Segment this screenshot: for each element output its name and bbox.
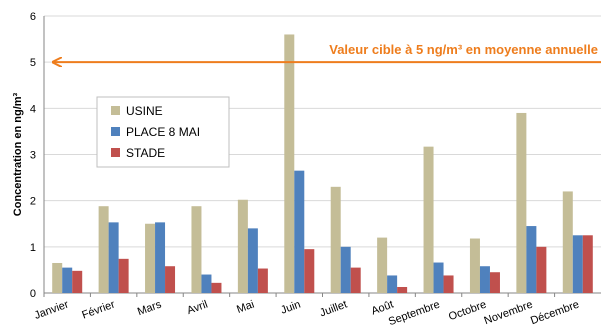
x-tick-label: Octobre xyxy=(447,299,488,324)
x-tick-label: Mars xyxy=(136,298,164,318)
bar-place-8-mai xyxy=(526,226,537,293)
target-annotation-label: Valeur cible à 5 ng/m³ en moyenne annuel… xyxy=(329,42,598,57)
x-tick-label: Septembre xyxy=(387,299,442,329)
bar-stade xyxy=(397,286,408,293)
bar-stade xyxy=(72,270,83,293)
y-tick-label: 1 xyxy=(30,242,36,254)
x-tick-label: Mai xyxy=(235,299,256,316)
x-tick-label: Février xyxy=(80,298,117,321)
y-axis-label: Concentration en ng/m³ xyxy=(12,92,24,216)
y-tick-label: 0 xyxy=(30,288,36,300)
y-tick-label: 4 xyxy=(30,103,36,115)
bar-place-8-mai xyxy=(294,170,305,293)
bar-usine xyxy=(52,262,63,293)
bar-place-8-mai xyxy=(479,266,490,293)
legend: USINE PLACE 8 MAI STADE xyxy=(96,96,230,168)
bar-stade xyxy=(350,267,361,293)
bar-place-8-mai xyxy=(387,275,398,293)
bar-stade xyxy=(582,235,593,293)
bar-usine xyxy=(377,237,388,293)
bar-place-8-mai xyxy=(108,222,119,293)
x-tick-label: Juin xyxy=(279,299,302,317)
bar-place-8-mai xyxy=(572,235,583,293)
bar-stade xyxy=(257,268,268,293)
legend-entry: USINE xyxy=(126,104,163,118)
bar-stade xyxy=(489,272,500,293)
y-tick-label: 3 xyxy=(30,150,36,162)
bar-place-8-mai xyxy=(155,222,166,293)
legend-swatch xyxy=(111,127,120,136)
bar-usine xyxy=(237,199,248,293)
legend-entry: PLACE 8 MAI xyxy=(126,125,200,139)
legend-swatch xyxy=(111,148,120,157)
bar-stade xyxy=(443,275,454,293)
bar-stade xyxy=(165,266,176,293)
bar-stade xyxy=(536,246,547,293)
bar-place-8-mai xyxy=(247,228,258,293)
legend-swatch xyxy=(111,106,120,115)
bar-place-8-mai xyxy=(340,246,351,293)
bar-usine xyxy=(145,223,156,293)
target-annotation: Valeur cible à 5 ng/m³ en moyenne annuel… xyxy=(54,42,601,62)
bar-usine xyxy=(284,34,295,293)
bar-stade xyxy=(304,249,315,293)
bar-usine xyxy=(330,186,341,293)
bar-usine xyxy=(98,206,109,293)
x-tick-label: Décembre xyxy=(529,299,581,328)
bar-stade xyxy=(211,282,222,293)
x-tick-label: Juillet xyxy=(318,299,349,320)
bar-place-8-mai xyxy=(433,262,444,293)
bar-usine xyxy=(562,191,573,293)
bar-usine xyxy=(191,206,202,293)
bar-stade xyxy=(118,258,129,293)
y-tick-label: 5 xyxy=(30,57,36,69)
x-tick-label: Novembre xyxy=(483,299,535,328)
x-tick-label: Avril xyxy=(185,299,209,318)
bar-usine xyxy=(516,112,527,293)
bars xyxy=(52,34,593,293)
bar-usine xyxy=(469,238,480,293)
legend-entry: STADE xyxy=(126,146,165,160)
bar-place-8-mai xyxy=(201,274,212,293)
bar-usine xyxy=(423,146,434,293)
x-tick-label: Janvier xyxy=(33,298,71,322)
y-tick-label: 6 xyxy=(30,11,36,23)
y-tick-label: 2 xyxy=(30,196,36,208)
bar-place-8-mai xyxy=(62,267,73,293)
